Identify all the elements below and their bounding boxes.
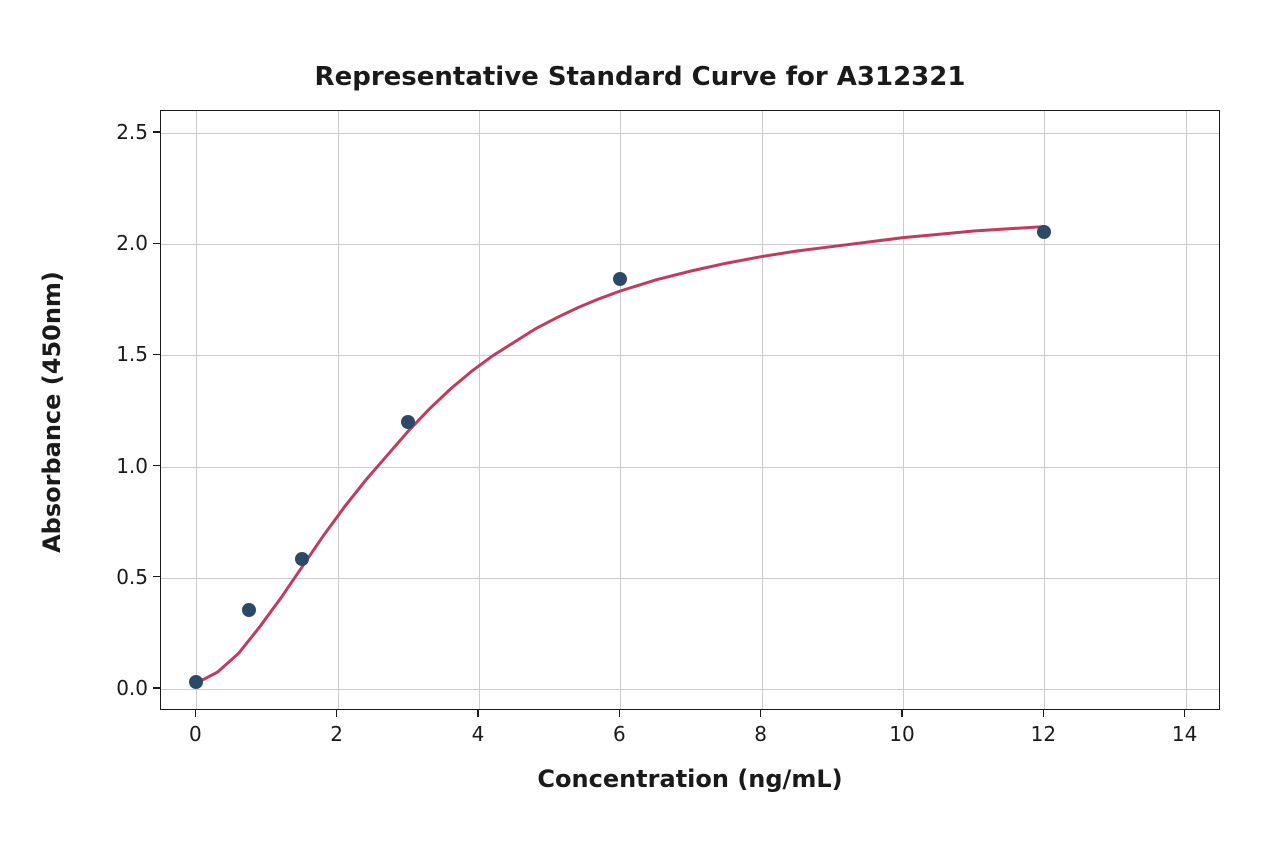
- y-axis-label: Absorbance (450nm): [38, 262, 66, 562]
- fit-curve: [161, 111, 1221, 711]
- y-tick: [153, 243, 160, 245]
- x-tick-label: 4: [472, 722, 485, 746]
- y-tick: [153, 465, 160, 467]
- y-tick: [153, 687, 160, 689]
- y-tick-label: 0.5: [108, 565, 148, 589]
- x-tick-label: 12: [1031, 722, 1056, 746]
- data-point: [189, 675, 203, 689]
- data-point: [1037, 225, 1051, 239]
- x-tick-label: 14: [1172, 722, 1197, 746]
- data-point: [401, 415, 415, 429]
- x-tick: [619, 710, 621, 717]
- y-tick-label: 0.0: [108, 676, 148, 700]
- y-tick: [153, 131, 160, 133]
- y-tick: [153, 354, 160, 356]
- data-point: [295, 552, 309, 566]
- chart-container: Representative Standard Curve for A31232…: [0, 0, 1280, 845]
- chart-title: Representative Standard Curve for A31232…: [0, 62, 1280, 92]
- x-tick: [477, 710, 479, 717]
- x-tick: [760, 710, 762, 717]
- x-tick-label: 8: [754, 722, 767, 746]
- data-point: [242, 603, 256, 617]
- x-tick-label: 10: [889, 722, 914, 746]
- x-tick: [1043, 710, 1045, 717]
- x-tick: [195, 710, 197, 717]
- data-point: [613, 272, 627, 286]
- x-axis-label: Concentration (ng/mL): [160, 765, 1220, 793]
- x-tick-label: 2: [330, 722, 343, 746]
- y-tick-label: 2.5: [108, 120, 148, 144]
- y-tick-label: 2.0: [108, 231, 148, 255]
- y-tick-label: 1.5: [108, 342, 148, 366]
- y-tick-label: 1.0: [108, 454, 148, 478]
- x-tick: [1184, 710, 1186, 717]
- x-tick: [336, 710, 338, 717]
- x-tick: [901, 710, 903, 717]
- x-tick-label: 6: [613, 722, 626, 746]
- y-tick: [153, 576, 160, 578]
- x-tick-label: 0: [189, 722, 202, 746]
- plot-area: [160, 110, 1220, 710]
